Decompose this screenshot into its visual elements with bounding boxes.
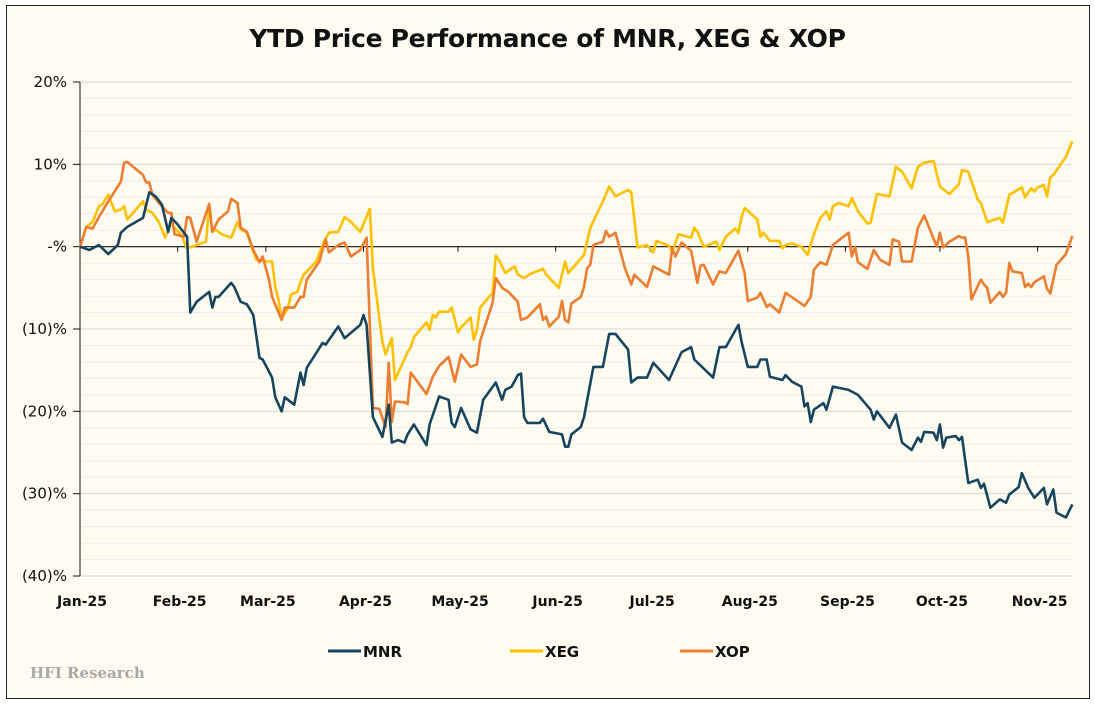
y-tick-label: (30)% [22, 485, 67, 503]
y-tick-label: (40)% [22, 567, 67, 585]
x-tick-label: Jan-25 [56, 594, 107, 610]
x-tick-label: Sep-25 [820, 594, 875, 610]
x-tick-label: Jun-25 [531, 594, 582, 610]
legend-item-mnr: MNR [328, 643, 402, 661]
series-lines [78, 140, 1074, 519]
x-tick-label: Apr-25 [339, 594, 392, 610]
y-tick-label: (20)% [22, 402, 67, 420]
gridlines [80, 81, 1072, 577]
x-tick-label: Feb-25 [153, 594, 207, 610]
chart-frame [6, 5, 1090, 699]
legend-label: XOP [715, 643, 750, 661]
legend: MNR XEG XOP [328, 643, 750, 661]
series-line-xop [78, 160, 1074, 429]
legend-label: XEG [545, 643, 579, 661]
y-tick-label: (10)% [22, 320, 67, 338]
x-tick-label: Aug-25 [722, 594, 778, 610]
watermark: HFI Research [30, 664, 145, 682]
series-line-xeg [78, 140, 1074, 382]
x-tick-label: Mar-25 [240, 594, 296, 610]
chart-title: YTD Price Performance of MNR, XEG & XOP [249, 24, 846, 53]
legend-item-xeg: XEG [510, 643, 579, 661]
y-tick-label: 20% [34, 73, 67, 91]
x-tick-label: May-25 [431, 594, 488, 610]
x-tick-label: Nov-25 [1012, 594, 1068, 610]
x-tick-label: Oct-25 [916, 594, 968, 610]
legend-item-xop: XOP [680, 643, 750, 661]
y-tick-label: -% [47, 238, 67, 256]
y-tick-label: 10% [34, 155, 67, 173]
axes: 20% 10% -% (10)% (20)% (30)% (40)% Jan-25 Feb-25… [22, 73, 1072, 610]
series-line-mnr [79, 191, 1074, 519]
x-tick-label: Jul-25 [629, 594, 675, 610]
legend-label: MNR [363, 643, 402, 661]
